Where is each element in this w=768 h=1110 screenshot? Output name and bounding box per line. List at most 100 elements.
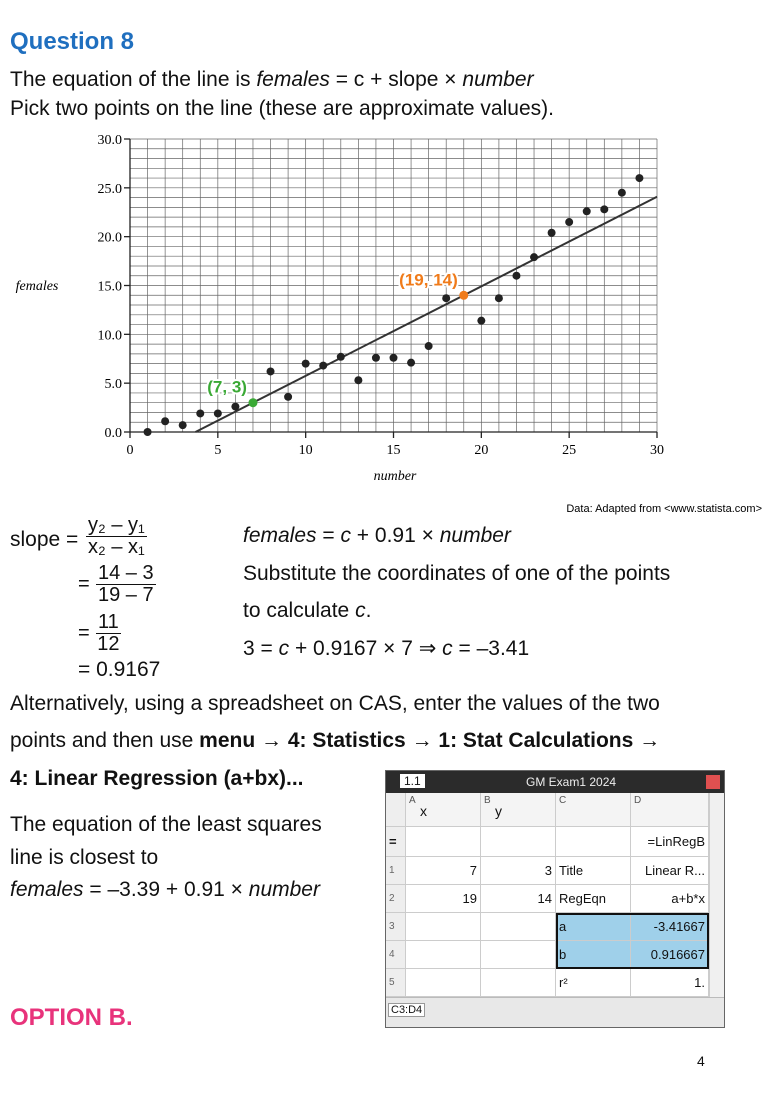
text-line: 3 = c + 0.9167 × 7 ⇒ c = –3.41 (243, 636, 529, 661)
y-tick-label: 25.0 (98, 182, 123, 197)
spreadsheet-cell: 1. (631, 969, 709, 997)
column-header (386, 793, 406, 827)
spreadsheet-cell: Title (556, 857, 631, 885)
fit-line (195, 195, 658, 433)
y-tick-label: 20.0 (98, 231, 123, 246)
text-line: The equation of the line is females = c … (10, 68, 534, 92)
spreadsheet-cell: 2 (386, 885, 406, 913)
numerator: 14 – 3 (96, 562, 156, 585)
spreadsheet-cell (481, 969, 556, 997)
text-run: c (355, 599, 366, 622)
data-point (319, 361, 328, 370)
y-tick-label: 30.0 (98, 133, 123, 148)
text-run: Pick two points on the line (these are a… (10, 97, 554, 120)
text-run: c (442, 637, 453, 660)
text-run: The equation of the least squares (10, 813, 322, 836)
y-tick-label: 15.0 (98, 280, 123, 295)
fraction: 14 – 3 19 – 7 (96, 563, 156, 606)
spreadsheet-cell: RegEqn (556, 885, 631, 913)
spreadsheet-cell: 19 (406, 885, 481, 913)
y-tick-label: 0.0 (105, 426, 123, 441)
highlight-point (459, 290, 469, 300)
spreadsheet-cell: a+b*x (631, 885, 709, 913)
x-tick-label: 30 (650, 443, 664, 458)
text-run: 4: Statistics (287, 729, 406, 752)
spreadsheet-cell: -3.41667 (631, 913, 709, 941)
x-tick-label: 5 (214, 443, 221, 458)
formula-cell: = (386, 827, 406, 857)
data-point (231, 402, 240, 411)
data-point (494, 294, 503, 303)
spreadsheet-cell: a (556, 913, 631, 941)
denominator: 12 (97, 633, 120, 655)
data-point (143, 428, 152, 436)
column-letter: D (634, 795, 642, 806)
y-axis-label: females (16, 279, 59, 294)
column-header (481, 793, 556, 827)
data-point (547, 228, 556, 237)
text-line: line is closest to (10, 846, 158, 870)
data-point (477, 316, 486, 325)
formula-cell (406, 827, 481, 857)
text-run: points and then use (10, 729, 200, 752)
column-letter: A (409, 795, 416, 806)
data-point (617, 188, 626, 197)
spreadsheet-cell (406, 969, 481, 997)
text-run: + 0.9167 × 7 ⇒ (289, 637, 443, 660)
x-tick-label: 10 (299, 443, 313, 458)
text-line: females = c + 0.91 × number (243, 524, 511, 548)
status-bar (386, 997, 724, 1027)
column-name: x (420, 803, 427, 819)
doc-title: GM Exam1 2024 (526, 775, 617, 789)
spreadsheet-cell: 4 (386, 941, 406, 969)
text-line: points and then use menu → 4: Statistics… (10, 729, 660, 753)
text-run: females (10, 878, 84, 901)
battery-icon (706, 775, 720, 789)
text-run: 1: Stat Calculations (438, 729, 634, 752)
option-answer: OPTION B. (10, 1004, 133, 1031)
highlight-point (248, 398, 258, 408)
x-axis-label: number (374, 469, 417, 484)
text-run: number (439, 524, 511, 547)
spreadsheet-cell: Linear R... (631, 857, 709, 885)
text-run: c (340, 524, 351, 547)
text-run: = (316, 524, 341, 547)
x-tick-label: 0 (127, 443, 134, 458)
spreadsheet-cell: r² (556, 969, 631, 997)
selection-box (556, 913, 709, 969)
data-point (213, 409, 222, 418)
spreadsheet-cell (481, 941, 556, 969)
column-letter: C (559, 795, 567, 806)
question-title: Question 8 (10, 28, 135, 55)
data-point (178, 421, 187, 430)
tab-label: 1.1 (400, 774, 425, 788)
column-letter: B (484, 795, 491, 806)
data-point (530, 253, 539, 262)
spreadsheet-cell: 14 (481, 885, 556, 913)
denominator: 19 – 7 (98, 584, 154, 606)
data-point (565, 218, 574, 227)
text-run: number (462, 68, 534, 91)
data-point (354, 376, 363, 385)
numerator: y₂ – y₁ (86, 514, 147, 537)
equals-sign: = (78, 622, 90, 644)
text-run: females (243, 524, 317, 547)
data-point (407, 358, 416, 367)
text-run: → (255, 729, 288, 752)
formula-cell: =LinRegB (631, 827, 709, 857)
text-run: Substitute the coordinates of one of the… (243, 562, 671, 585)
column-name: y (495, 803, 502, 819)
data-point (336, 352, 345, 361)
text-run: to calculate (243, 599, 356, 622)
numerator: 11 (96, 611, 121, 634)
slope-label: slope = (10, 528, 79, 551)
column-header (406, 793, 481, 827)
scrollbar (709, 793, 724, 997)
data-point (284, 392, 293, 401)
data-point (512, 271, 521, 280)
x-tick-label: 15 (387, 443, 401, 458)
text-line: 4: Linear Regression (a+bx)... (10, 767, 304, 791)
data-point (600, 205, 609, 214)
spreadsheet-cell (406, 913, 481, 941)
